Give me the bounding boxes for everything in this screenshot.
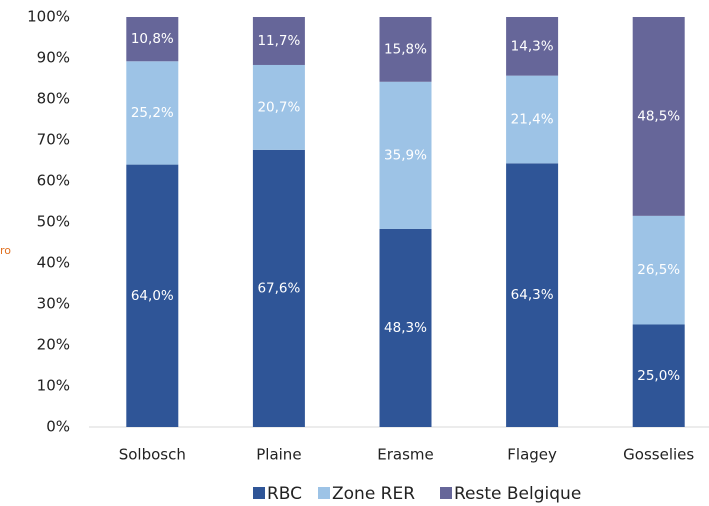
y-tick-label: 30% — [37, 295, 70, 313]
bar-segment — [506, 17, 559, 76]
legend-swatch — [318, 487, 330, 499]
value-label: 64,0% — [131, 288, 174, 304]
legend-swatch — [253, 487, 265, 499]
bar-segment — [506, 75, 559, 164]
value-label: 26,5% — [637, 262, 680, 278]
legend-label: Reste Belgique — [454, 484, 581, 504]
bar-segment — [379, 228, 432, 427]
value-label: 25,2% — [131, 105, 174, 121]
bar-segment — [252, 149, 305, 427]
y-tick-label: 90% — [37, 49, 70, 67]
value-label: 14,3% — [511, 38, 554, 54]
bar-segment — [252, 17, 305, 65]
x-tick-label: Erasme — [377, 446, 434, 464]
y-tick-label: 10% — [37, 377, 70, 395]
y-tick-label: 100% — [27, 8, 70, 26]
bar-segment — [632, 17, 685, 216]
bar-segment — [126, 61, 179, 165]
annotation: ro — [0, 244, 11, 257]
value-label: 67,6% — [257, 280, 300, 296]
bar-segment — [126, 164, 179, 427]
value-label: 48,5% — [637, 108, 680, 124]
value-label: 20,7% — [257, 99, 300, 115]
bar-segment — [632, 215, 685, 325]
y-tick-label: 60% — [37, 172, 70, 190]
legend-label: Zone RER — [332, 484, 415, 504]
legend-label: RBC — [267, 484, 302, 504]
value-label: 10,8% — [131, 31, 174, 47]
bar-segment — [379, 17, 432, 82]
y-tick-label: 50% — [37, 213, 70, 231]
value-label: 15,8% — [384, 41, 427, 57]
x-tick-label: Flagey — [507, 446, 557, 464]
value-label: 25,0% — [637, 368, 680, 384]
y-tick-label: 20% — [37, 336, 70, 354]
x-tick-label: Solbosch — [119, 446, 186, 464]
y-tick-label: 70% — [37, 131, 70, 149]
bar-segment — [126, 17, 179, 62]
bar-segment — [632, 324, 685, 427]
value-label: 48,3% — [384, 320, 427, 336]
x-tick-label: Gosselies — [623, 446, 694, 464]
bar-segment — [379, 81, 432, 229]
value-label: 64,3% — [511, 287, 554, 303]
legend-swatch — [440, 487, 452, 499]
value-label: 21,4% — [511, 112, 554, 128]
bar-segment — [506, 163, 559, 427]
y-tick-label: 0% — [46, 418, 70, 436]
value-label: 11,7% — [257, 33, 300, 49]
value-label: 35,9% — [384, 147, 427, 163]
bar-segment — [252, 64, 305, 150]
x-tick-label: Plaine — [256, 446, 301, 464]
y-tick-label: 40% — [37, 254, 70, 272]
y-tick-label: 80% — [37, 90, 70, 108]
